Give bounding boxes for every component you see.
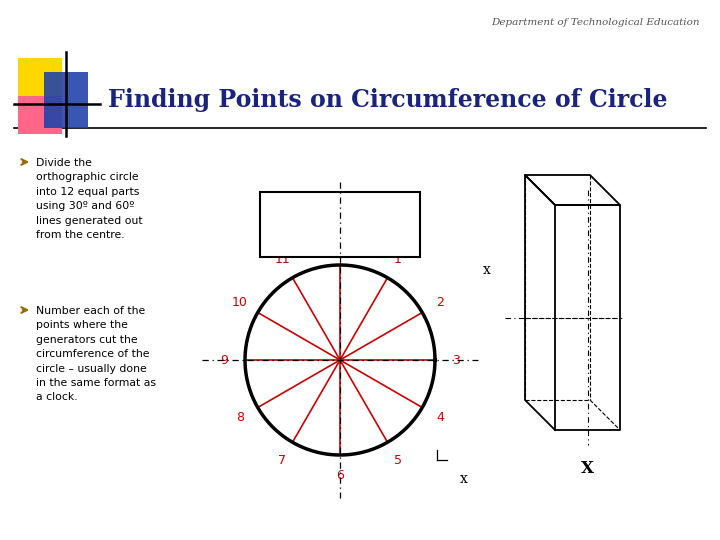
Text: 8: 8 [235,411,243,424]
Text: X: X [581,460,594,477]
Text: Number each of the
points where the
generators cut the
circumference of the
circ: Number each of the points where the gene… [36,306,156,402]
Text: 3: 3 [452,354,460,367]
Bar [18,58,62,96]
Text: Department of Technological Education: Department of Technological Education [492,18,700,27]
Text: 1: 1 [394,253,402,266]
Text: 2: 2 [436,295,444,308]
Text: 5: 5 [394,454,402,467]
Text: x: x [483,263,491,276]
Text: 7: 7 [278,454,286,467]
Text: 6: 6 [336,469,344,482]
Text: 9: 9 [220,354,228,367]
Text: 4: 4 [436,411,444,424]
Text: 12: 12 [332,238,348,251]
Text: Finding Points on Circumference of Circle: Finding Points on Circumference of Circl… [108,88,667,112]
Bar [44,72,88,128]
Text: Divide the
orthographic circle
into 12 equal parts
using 30º and 60º
lines gener: Divide the orthographic circle into 12 e… [36,158,143,240]
Text: x: x [459,472,467,486]
Bar [18,96,62,134]
Text: 10: 10 [232,295,248,308]
Text: 11: 11 [274,253,290,266]
Bar [260,192,420,257]
